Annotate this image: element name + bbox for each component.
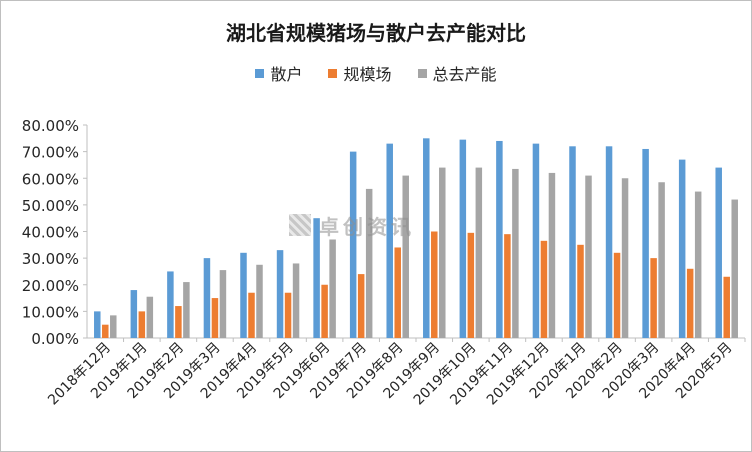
bar-retail (459, 139, 467, 338)
bar-total (585, 175, 592, 338)
bar-large-farm (248, 292, 255, 338)
legend-label-large-farm: 规模场 (343, 65, 392, 84)
bar-large-farm (504, 234, 511, 338)
bar-retail (532, 143, 540, 338)
watermark: 卓创资讯 (289, 205, 459, 245)
bar-large-farm (686, 268, 694, 338)
bar-retail (678, 159, 686, 338)
bar-retail (349, 151, 357, 338)
bar-total (256, 264, 263, 338)
bar-retail (605, 146, 613, 338)
watermark-logo-icon (289, 214, 311, 236)
bar-total (658, 182, 665, 338)
bar-large-farm (321, 284, 328, 338)
bar-total (512, 168, 519, 338)
bar-large-farm (284, 292, 292, 338)
bar-retail (203, 258, 211, 338)
bar-retail (276, 250, 284, 338)
bar-retail (94, 311, 101, 338)
bar-large-farm (613, 252, 621, 338)
y-tick-label: 70.00% (22, 144, 79, 162)
bar-total (219, 270, 227, 338)
legend: 散户 规模场 总去产能 (1, 61, 751, 85)
bar-total (731, 199, 738, 338)
y-tick-label: 30.00% (22, 250, 79, 268)
bar-large-farm (175, 306, 182, 338)
bar-retail (313, 218, 320, 338)
bar-retail (423, 138, 430, 338)
y-tick-label: 50.00% (22, 197, 79, 215)
bar-total (183, 282, 190, 338)
chart-title: 湖北省规模猪场与散户去产能对比 (226, 21, 526, 45)
y-tick-label: 10.00% (22, 303, 79, 321)
bar-total (292, 263, 300, 338)
bar-large-farm (211, 298, 219, 338)
bar-total (402, 175, 409, 338)
legend-swatch-retail (255, 68, 265, 78)
legend-item-large-farm: 规模场 (328, 61, 392, 85)
bar-retail (715, 167, 722, 338)
y-tick-label: 20.00% (22, 277, 79, 295)
watermark-text: 卓创资讯 (319, 214, 415, 239)
bar-total (548, 172, 556, 338)
bar-total (329, 239, 336, 338)
bar-total (146, 296, 154, 338)
legend-item-total: 总去产能 (417, 61, 497, 85)
y-tick-label: 40.00% (22, 224, 79, 242)
bar-large-farm (357, 274, 365, 338)
bar-total (475, 167, 483, 338)
bar-total (439, 167, 446, 338)
bar-total (110, 315, 117, 338)
legend-swatch-large-farm (328, 68, 338, 78)
y-tick-label: 80.00% (22, 117, 79, 135)
bar-large-farm (467, 232, 475, 338)
bar-retail (569, 146, 576, 338)
bar-retail (240, 252, 247, 338)
bar-retail (130, 290, 138, 338)
bar-total (694, 191, 702, 338)
bar-total (621, 178, 629, 338)
bar-large-farm (723, 276, 730, 338)
bar-large-farm (540, 240, 548, 338)
bar-retail (386, 143, 393, 338)
bar-total (365, 188, 373, 338)
bar-large-farm (650, 258, 657, 338)
bar-retail (167, 271, 174, 338)
bar-large-farm (138, 311, 146, 338)
bar-large-farm (102, 324, 109, 338)
bar-large-farm (577, 244, 584, 338)
y-tick-label: 60.00% (22, 170, 79, 188)
bar-large-farm (394, 247, 401, 338)
legend-label-total: 总去产能 (432, 65, 497, 84)
bar-retail (642, 148, 649, 338)
y-tick-label: 0.00% (31, 330, 79, 348)
legend-item-retail: 散户 (255, 61, 302, 85)
legend-swatch-total (417, 68, 427, 78)
bar-retail (496, 140, 503, 338)
legend-label-retail: 散户 (270, 65, 303, 84)
bar-large-farm (431, 231, 438, 338)
